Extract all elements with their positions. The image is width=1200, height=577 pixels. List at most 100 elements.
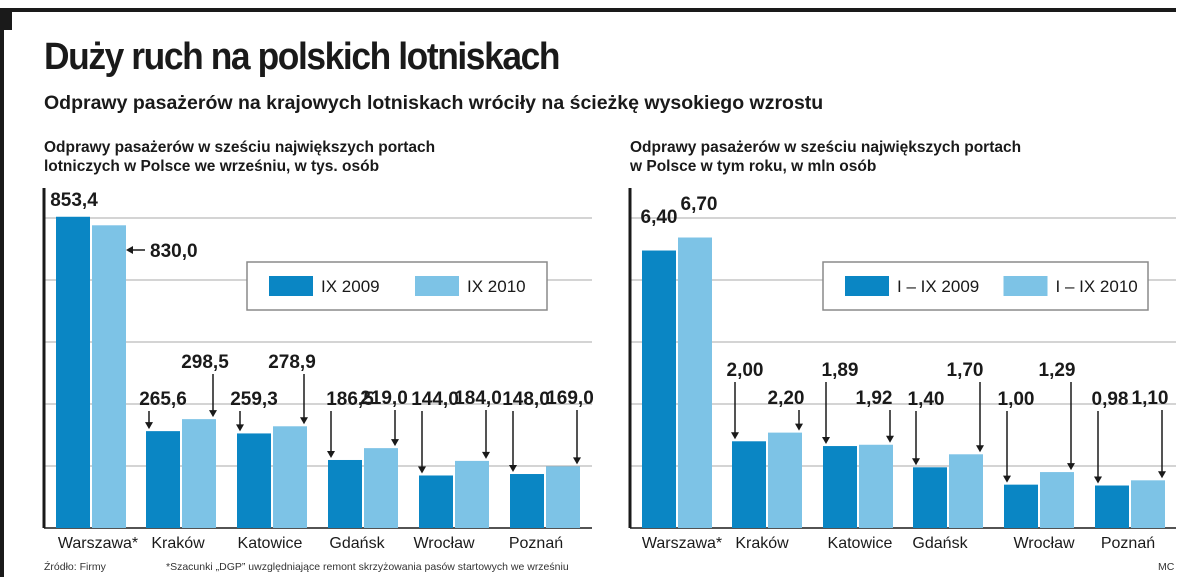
left-bar-a xyxy=(237,433,271,528)
left-value-label: 219,0 xyxy=(360,388,408,409)
left-value-label: 186,5 xyxy=(326,389,374,410)
right-value-label: 1,00 xyxy=(998,389,1035,410)
right-value-label: 1,40 xyxy=(908,389,945,410)
right-bar-b xyxy=(859,444,893,528)
left-category-label: Kraków xyxy=(151,535,205,552)
left-leader-arrow xyxy=(573,457,581,465)
right-bar-a xyxy=(732,441,766,528)
left-leader-arrow xyxy=(327,450,335,458)
right-leader-arrow xyxy=(1158,471,1166,479)
left-bar-a xyxy=(56,216,90,528)
chart-right-caption-line1: Odprawy pasażerów w sześciu największych… xyxy=(630,139,1022,156)
right-value-label: 6,40 xyxy=(641,207,678,228)
left-category-label: Wrocław xyxy=(413,535,474,552)
left-value-label: 144,0 xyxy=(411,389,459,410)
left-value-label: 278,9 xyxy=(268,352,316,373)
left-legend-label: IX 2009 xyxy=(321,277,380,296)
left-category-label: Warszawa* xyxy=(58,535,138,552)
left-legend-label: IX 2010 xyxy=(467,277,526,296)
left-legend-swatch xyxy=(415,276,459,296)
right-value-label: 1,70 xyxy=(947,360,984,381)
left-category-label: Katowice xyxy=(238,535,303,552)
left-leader-arrow xyxy=(418,466,426,474)
chart-right-caption-line2: w Polsce w tym roku, w mln osób xyxy=(630,158,877,175)
right-category-label: Poznań xyxy=(1101,535,1155,552)
right-value-label: 2,20 xyxy=(768,388,805,409)
chart-left-caption: Odprawy pasażerów w sześciu największych… xyxy=(44,138,435,176)
right-category-label: Katowice xyxy=(828,535,893,552)
left-leader-arrow xyxy=(209,410,217,418)
right-leader-arrow xyxy=(1003,475,1011,483)
right-leader-arrow xyxy=(886,435,894,443)
right-value-label: 1,89 xyxy=(822,360,859,381)
left-value-label: 853,4 xyxy=(50,190,98,211)
page-title: Duży ruch na polskich lotniskach xyxy=(44,36,560,78)
left-value-label: 298,5 xyxy=(181,352,229,373)
chart-left-caption-line1: Odprawy pasażerów w sześciu największych… xyxy=(44,139,436,156)
chart-left-caption-line2: lotniczych w Polsce we wrześniu, w tys. … xyxy=(44,158,380,175)
left-bar-b xyxy=(273,426,307,528)
right-bar-b xyxy=(949,454,983,528)
chart-right-caption: Odprawy pasażerów w sześciu największych… xyxy=(630,138,1021,176)
right-leader-arrow xyxy=(731,432,739,440)
right-leader-arrow xyxy=(1094,476,1102,484)
right-bar-b xyxy=(1040,472,1074,528)
left-value-label: 259,3 xyxy=(230,389,278,410)
left-rule xyxy=(0,30,4,577)
left-bar-a xyxy=(419,475,453,528)
left-value-label: 169,0 xyxy=(546,388,594,409)
left-bar-a xyxy=(510,474,544,528)
right-leader-arrow xyxy=(976,445,984,453)
left-value-label: 148,0 xyxy=(502,389,550,410)
right-bar-b xyxy=(1131,480,1165,528)
left-bar-b xyxy=(92,225,126,528)
right-leader-arrow xyxy=(795,423,803,431)
left-value-label: 830,0 xyxy=(150,241,198,262)
right-legend-label: I – IX 2010 xyxy=(1056,277,1138,296)
right-bar-a xyxy=(823,446,857,528)
right-category-label: Wrocław xyxy=(1013,535,1074,552)
top-rule xyxy=(0,8,1176,12)
right-bar-a xyxy=(1095,485,1129,528)
footnote: *Szacunki „DGP” uwzględniające remont sk… xyxy=(166,561,569,573)
right-category-label: Gdańsk xyxy=(912,535,968,552)
right-bar-a xyxy=(913,467,947,528)
left-bar-b xyxy=(455,460,489,528)
left-leader-arrow xyxy=(145,422,153,430)
page-subtitle: Odprawy pasażerów na krajowych lotniskac… xyxy=(44,92,824,114)
left-category-label: Gdańsk xyxy=(329,535,385,552)
right-leader-arrow xyxy=(1067,463,1075,471)
right-category-label: Kraków xyxy=(735,535,789,552)
left-legend-swatch xyxy=(269,276,313,296)
left-category-label: Poznań xyxy=(509,535,563,552)
left-leader-arrow xyxy=(300,417,308,425)
source-note: Źródło: Firmy xyxy=(44,561,106,573)
left-leader-arrow xyxy=(482,451,490,459)
right-value-label: 1,92 xyxy=(856,388,893,409)
right-legend-swatch xyxy=(1003,276,1048,296)
left-value-label: 265,6 xyxy=(139,389,187,410)
left-bar-a xyxy=(328,459,362,528)
right-bar-b xyxy=(768,432,802,528)
left-bar-b xyxy=(182,419,216,528)
right-category-label: Warszawa* xyxy=(642,535,722,552)
right-bar-a xyxy=(1004,484,1038,528)
right-value-label: 2,00 xyxy=(727,360,764,381)
left-leader-arrow xyxy=(509,465,517,473)
right-value-label: 1,29 xyxy=(1039,360,1076,381)
corner-mark xyxy=(0,8,12,30)
right-bar-a xyxy=(642,250,676,528)
right-legend-label: I – IX 2009 xyxy=(897,277,979,296)
left-bar-b xyxy=(364,448,398,528)
right-value-label: 1,10 xyxy=(1132,388,1169,409)
left-leader-arrow xyxy=(391,439,399,447)
right-leader-arrow xyxy=(822,437,830,445)
left-leader-arrow xyxy=(236,424,244,432)
left-leader-arrow xyxy=(126,246,133,254)
left-bar-b xyxy=(546,466,580,528)
right-bar-b xyxy=(678,237,712,528)
right-leader-arrow xyxy=(912,458,920,466)
author-initials: MC xyxy=(1158,561,1175,573)
